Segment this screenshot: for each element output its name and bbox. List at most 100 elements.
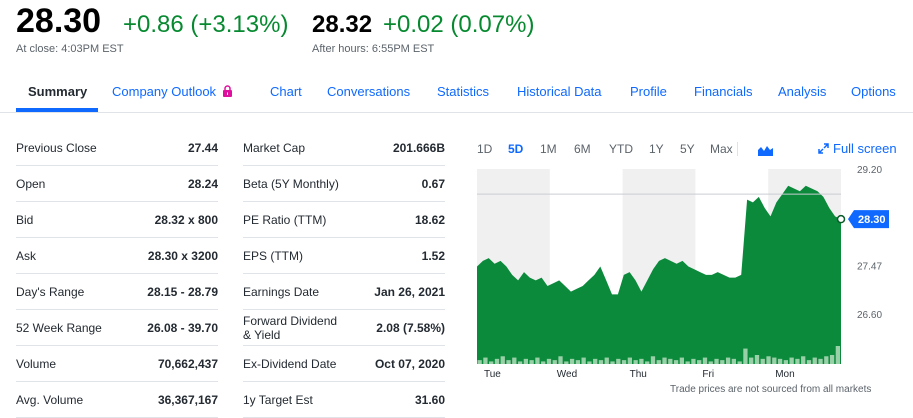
- stat-value: 36,367,167: [126, 381, 218, 418]
- table-row: Market Cap 201.666B: [243, 130, 445, 166]
- stat-value: 26.08 - 39.70: [126, 309, 218, 346]
- full-screen-label: Full screen: [833, 141, 897, 156]
- tab-company-outlook-label: Company Outlook: [112, 84, 217, 99]
- current-price-label: 28.30: [858, 214, 886, 226]
- table-row: Ex-Dividend Date Oct 07, 2020: [243, 345, 445, 382]
- volume-bar: [494, 358, 500, 364]
- summary-table-left: Previous Close 27.44 Open 28.24 Bid 28.32 x…: [16, 130, 218, 418]
- volume-bar: [639, 358, 644, 364]
- volume-bar: [662, 357, 667, 364]
- stat-label: Day's Range: [16, 273, 127, 310]
- table-row: Day's Range 28.15 - 28.79: [16, 273, 218, 310]
- current-price-dot: [836, 214, 846, 224]
- volume-bar: [517, 361, 523, 364]
- range-6m[interactable]: 6M: [574, 142, 591, 156]
- volume-bar: [552, 360, 557, 364]
- tab-company-outlook[interactable]: Company Outlook: [112, 84, 233, 100]
- range-1m[interactable]: 1M: [540, 142, 557, 156]
- volume-bar: [477, 360, 482, 364]
- volume-bar: [743, 348, 748, 364]
- chart-footnote: Trade prices are not sourced from all ma…: [670, 384, 872, 395]
- volume-bar: [489, 361, 494, 364]
- close-time-label: At close: 4:03PM EST: [16, 43, 124, 55]
- range-5y[interactable]: 5Y: [680, 142, 695, 156]
- active-tab-indicator: [16, 108, 98, 112]
- price-chart[interactable]: 29.20 27.47 26.60 Tue Wed Thu Fri Mon 28.30: [456, 160, 913, 400]
- table-row: Open 28.24: [16, 165, 218, 202]
- volume-bar: [772, 357, 777, 364]
- range-max[interactable]: Max: [710, 142, 733, 156]
- volume-bar: [754, 355, 760, 364]
- chart-panel: 1D 5D 1M 6M YTD 1Y 5Y Max Full screen 29…: [456, 130, 913, 417]
- volume-bar: [529, 360, 534, 364]
- stat-value: Oct 07, 2020: [343, 345, 445, 382]
- tab-statistics[interactable]: Statistics: [437, 84, 490, 99]
- volume-bar: [766, 356, 771, 364]
- after-hours-time-label: After hours: 6:55PM EST: [312, 43, 435, 55]
- range-ytd[interactable]: YTD: [609, 142, 633, 156]
- volume-bar: [558, 356, 563, 364]
- volume-bar: [500, 356, 505, 364]
- tab-profile[interactable]: Profile: [630, 84, 667, 99]
- volume-bar: [650, 356, 656, 364]
- range-1d[interactable]: 1D: [477, 142, 493, 156]
- table-row: Earnings Date Jan 26, 2021: [243, 273, 445, 310]
- full-screen-button[interactable]: Full screen: [818, 141, 897, 157]
- volume-bar: [633, 360, 638, 364]
- stat-label: Previous Close: [16, 130, 127, 166]
- table-row: Volume 70,662,437: [16, 345, 218, 382]
- range-5d[interactable]: 5D: [508, 142, 524, 156]
- x-tick-label: Wed: [557, 369, 577, 380]
- y-tick-label: 29.20: [857, 165, 882, 176]
- volume-bar: [824, 356, 829, 364]
- stat-label: Avg. Volume: [16, 381, 127, 418]
- tab-options[interactable]: Options: [851, 84, 896, 99]
- tab-historical-data[interactable]: Historical Data: [517, 84, 602, 99]
- stat-label: 52 Week Range: [16, 309, 127, 346]
- volume-bar: [737, 361, 742, 364]
- volume-bar: [749, 357, 754, 364]
- volume-bar: [777, 358, 783, 364]
- lock-icon: [222, 85, 233, 100]
- expand-icon: [818, 142, 829, 157]
- current-price-tag: [848, 210, 889, 229]
- stat-label: Open: [16, 165, 127, 202]
- volume-bar: [564, 361, 569, 364]
- volume-bar: [512, 357, 517, 364]
- volume-bar: [679, 357, 684, 364]
- table-row: 52 Week Range 26.08 - 39.70: [16, 309, 218, 346]
- y-tick-label: 26.60: [857, 310, 882, 321]
- table-row: Bid 28.32 x 800: [16, 201, 218, 238]
- tab-conversations[interactable]: Conversations: [327, 84, 411, 99]
- x-tick-label: Thu: [630, 369, 647, 380]
- stat-value: 1.52: [343, 237, 445, 274]
- after-hours-price: 28.32: [312, 11, 373, 38]
- summary-table-right: Market Cap 201.666B Beta (5Y Monthly) 0.67…: [243, 130, 445, 418]
- stat-value: 31.60: [343, 381, 445, 418]
- stat-label: Beta (5Y Monthly): [243, 165, 343, 202]
- mountain-chart-icon[interactable]: [758, 143, 773, 161]
- volume-bar: [697, 360, 702, 364]
- volume-bar: [714, 358, 719, 364]
- volume-bar: [783, 360, 788, 364]
- table-row: EPS (TTM) 1.52: [243, 237, 445, 274]
- stat-label: EPS (TTM): [243, 237, 343, 274]
- stat-label: Earnings Date: [243, 273, 343, 310]
- volume-bar: [720, 360, 725, 364]
- current-price: 28.30: [16, 2, 102, 40]
- volume-bar: [829, 355, 835, 364]
- x-tick-label: Fri: [702, 369, 714, 380]
- stat-label: 1y Target Est: [243, 381, 343, 418]
- stat-value: Jan 26, 2021: [343, 273, 445, 310]
- tab-analysis[interactable]: Analysis: [778, 84, 827, 99]
- quote-tabs: Summary Company Outlook Chart Conversati…: [0, 76, 913, 112]
- stat-value: 27.44: [126, 130, 218, 166]
- volume-bar: [725, 357, 731, 364]
- volume-bar: [587, 361, 592, 364]
- tab-financials[interactable]: Financials: [694, 84, 753, 99]
- volume-bar: [621, 360, 627, 364]
- range-1y[interactable]: 1Y: [649, 142, 664, 156]
- tab-summary[interactable]: Summary: [28, 84, 88, 99]
- volume-bar: [546, 358, 552, 364]
- tab-chart[interactable]: Chart: [270, 84, 302, 99]
